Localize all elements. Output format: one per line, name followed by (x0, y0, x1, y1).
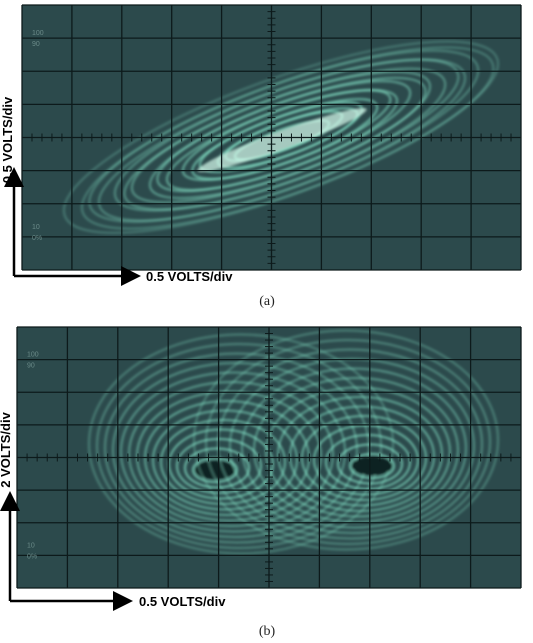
graticule-label: 0% (27, 553, 37, 560)
x-axis-label: 0.5 VOLTS/div (139, 594, 226, 609)
graticule-label: 90 (27, 363, 35, 370)
scope-screen-a: 100 90 10 0% (22, 4, 521, 270)
graticule-label: 90 (32, 41, 40, 48)
caption: (b) (259, 624, 276, 639)
graticule-label: 100 (32, 30, 44, 37)
figure: 100 90 10 0% 100 90 10 0% 0.5 VOLTS/div 0.5 VO… (0, 0, 533, 643)
y-axis-label: 2 VOLTS/div (0, 411, 13, 487)
graticule-label: 100 (27, 352, 39, 359)
graticule-label: 0% (32, 235, 42, 242)
x-axis-label: 0.5 VOLTS/div (146, 269, 233, 284)
scope-screen-b: 100 90 10 0% (17, 327, 521, 588)
graticule-label: 10 (27, 542, 35, 549)
y-axis-label: 0.5 VOLTS/div (0, 96, 15, 183)
caption: (a) (259, 294, 275, 309)
graticule-label: 10 (32, 224, 40, 231)
trace-eye (352, 457, 392, 475)
